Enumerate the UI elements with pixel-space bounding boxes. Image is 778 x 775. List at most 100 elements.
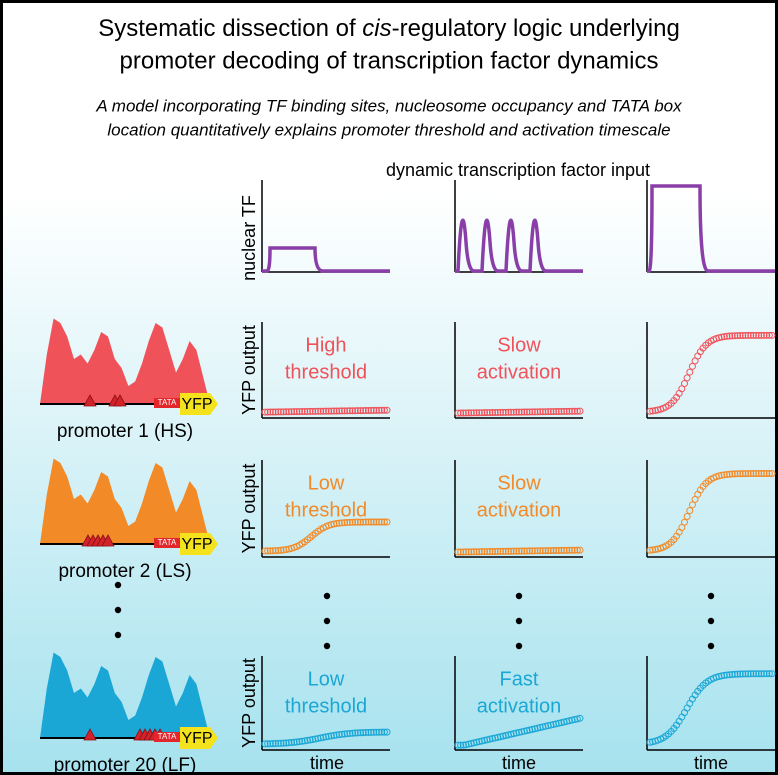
data-point — [563, 407, 571, 415]
data-point — [649, 546, 657, 554]
data-point — [680, 380, 688, 388]
data-point — [272, 740, 280, 748]
data-point — [734, 670, 742, 678]
data-point — [346, 518, 354, 526]
data-point — [317, 407, 325, 415]
data-point — [680, 518, 688, 526]
data-point — [739, 670, 747, 678]
x-axis-label: time — [502, 753, 536, 773]
data-point — [343, 730, 351, 738]
data-point — [726, 671, 734, 679]
data-point — [728, 332, 736, 340]
data-point — [261, 547, 269, 555]
tata-label: TATA — [158, 538, 177, 547]
data-point — [763, 670, 771, 678]
data-point — [523, 547, 531, 555]
data-point — [734, 332, 742, 340]
data-point — [765, 469, 773, 477]
data-point — [715, 672, 723, 680]
data-point — [499, 547, 507, 555]
data-point — [739, 470, 747, 478]
data-point — [752, 670, 760, 678]
data-point — [280, 739, 288, 747]
data-point — [383, 728, 391, 736]
reporter-label: YFP — [181, 536, 212, 553]
data-point — [555, 546, 563, 554]
data-point — [741, 331, 749, 339]
data-point — [378, 728, 386, 736]
data-point — [542, 408, 550, 416]
data-point — [383, 406, 391, 414]
panel-label: Low — [308, 668, 345, 690]
data-point — [539, 408, 547, 416]
data-point — [298, 737, 306, 745]
data-point — [499, 408, 507, 416]
panel-label: activation — [477, 695, 562, 717]
data-point — [496, 547, 504, 555]
ellipsis-dot — [114, 631, 122, 639]
data-point — [560, 546, 568, 554]
data-point — [354, 518, 362, 526]
data-point — [757, 470, 765, 478]
tata-box — [154, 732, 180, 742]
data-point — [325, 407, 333, 415]
data-point — [354, 729, 362, 737]
data-point — [528, 547, 536, 555]
ellipsis-dot — [515, 592, 523, 600]
data-point — [301, 407, 309, 415]
data-point — [510, 408, 518, 416]
data-point — [741, 670, 749, 678]
tata-label: TATA — [158, 398, 177, 407]
data-point — [311, 407, 319, 415]
data-point — [563, 546, 571, 554]
data-point — [552, 408, 560, 416]
data-point — [285, 739, 293, 747]
ellipsis-dot — [707, 617, 715, 625]
tata-label: TATA — [158, 732, 177, 741]
data-point — [338, 730, 346, 738]
promoter-label: promoter 2 (LS) — [58, 561, 191, 582]
data-point — [370, 518, 378, 526]
data-point — [341, 730, 349, 738]
data-point — [351, 729, 359, 737]
panel-label: Slow — [497, 472, 541, 494]
binding-site — [83, 394, 97, 407]
title: promoter decoding of transcription facto… — [120, 47, 659, 74]
data-point — [282, 408, 290, 416]
data-point — [475, 548, 483, 556]
data-point — [274, 739, 282, 747]
data-point — [549, 408, 557, 416]
data-point — [375, 728, 383, 736]
reporter-arrow — [180, 393, 218, 415]
data-point — [731, 670, 739, 678]
data-point — [319, 407, 327, 415]
data-point — [723, 470, 731, 478]
data-point — [568, 546, 576, 554]
data-point — [683, 513, 691, 521]
data-point — [459, 548, 467, 556]
data-point — [317, 734, 325, 742]
tf-input-trace — [647, 184, 775, 273]
data-point — [744, 670, 752, 678]
data-point — [459, 409, 467, 417]
data-point — [547, 408, 555, 416]
data-point — [763, 331, 771, 339]
data-point — [549, 547, 557, 555]
data-point — [333, 407, 341, 415]
data-point — [755, 470, 763, 478]
data-point — [565, 546, 573, 554]
tata-box — [154, 398, 180, 408]
x-axis-label: time — [694, 753, 728, 773]
data-point — [573, 715, 581, 723]
ellipsis-dot — [323, 642, 331, 650]
data-point — [760, 470, 768, 478]
data-point — [504, 547, 512, 555]
data-point — [686, 507, 694, 515]
data-point — [478, 548, 486, 556]
data-point — [486, 409, 494, 417]
subtitle: A model incorporating TF binding sites, … — [95, 96, 682, 115]
data-point — [311, 735, 319, 743]
data-point — [718, 471, 726, 479]
data-point — [372, 728, 380, 736]
data-point — [277, 408, 285, 416]
